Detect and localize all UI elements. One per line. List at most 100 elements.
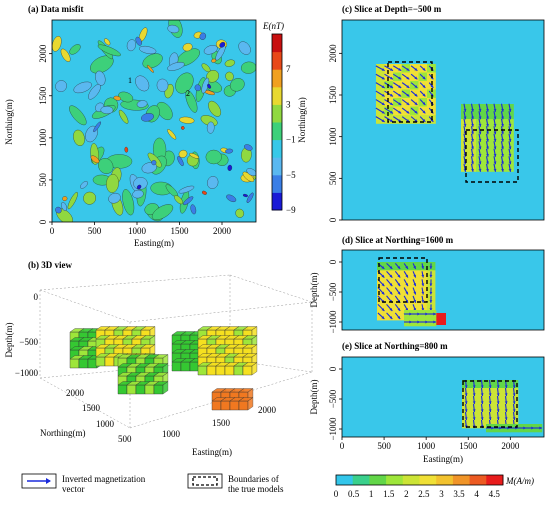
misfit-blob-low [199,32,207,40]
d-body-arrow-head [397,307,401,311]
c-body2-arrow-head [493,153,497,157]
c-body2-arrow-head [508,123,512,127]
e-body-arrow-head [488,417,492,420]
e-body-arrow-head [504,417,508,420]
misfit-blob-low [80,181,88,189]
bottom-colorbar-tick: 4 [474,489,479,499]
misfit-blob [97,44,121,57]
misfit-blob-low [135,75,150,92]
c-true-model-2 [465,129,519,183]
bottom-colorbar-label: M(A/m) [505,476,534,486]
bottom-colorbar-cell [386,475,404,485]
c-body1-arrow-head [389,68,393,71]
contour-label-1: 1 [128,76,132,85]
cube-right-green-front [180,361,191,372]
c-body2-arrow-head [478,153,482,157]
cube-right-yellow-front [233,365,244,376]
e-lower-arrow-head [523,426,526,430]
colorbar-a-cell [272,86,282,105]
d-lower-arrow-head [409,320,412,324]
misfit-blob [69,44,81,55]
e-body-arrow-head [472,393,476,396]
panel-a-ytick-label: 1000 [38,128,48,147]
misfit-blob [211,58,217,63]
c-body1-arrow-head [406,85,410,88]
d-lower-arrow-head [409,312,412,316]
misfit-blob-low [226,194,237,202]
misfit-blob [174,195,183,205]
legend-box-label-line1: Boundaries of [228,474,279,484]
c-body2-arrow-head [463,123,467,127]
panel-a-xtick-label: 2000 [213,226,232,236]
c-body2-arrow-head [463,116,467,120]
misfit-blob-low [133,177,148,190]
e-body-arrow-head [512,409,516,412]
misfit-blob-low [207,176,219,189]
panel-b-xtick-2000: 2000 [258,405,277,415]
misfit-blob [98,158,114,174]
misfit-blob-low [203,45,218,55]
panel-a-ticks: 00 500 500 1000 1000 1500 1500 2000 2000 [38,44,232,236]
misfit-blob-low [227,164,233,171]
cube-left-green-side [162,381,169,395]
misfit-blob-low [135,36,142,46]
cube-right-green-front [189,361,200,372]
panel-a-ylabel: Northing(m) [4,99,14,145]
c-body1-arrow-head [398,93,402,97]
bottom-colorbar-cell [402,475,420,485]
colorbar-a-cell [272,139,282,158]
colorbar-a-cell [272,104,282,123]
misfit-blob-low [108,192,121,204]
e-body-arrow-head [464,401,468,404]
misfit-blob-low [55,80,67,92]
c-body1-arrow-head [398,68,402,71]
misfit-blob-low [219,41,226,48]
d-lower-arrow-head [433,320,436,324]
c-body1-arrow-head [389,76,393,80]
c-body2-arrow-head [508,108,512,112]
c-body1-arrow-head [381,85,385,88]
c-body1-arrow-head [406,93,410,97]
panel-a-xtick-label: 500 [88,226,102,236]
e-body-arrow-head [512,393,516,396]
misfit-blob [182,43,193,52]
e-body-arrow-head [496,417,500,420]
c-body1-arrow-head [414,102,418,105]
misfit-blob-low [55,206,62,214]
cube-right-green-front [171,361,182,372]
c-body2-arrow-head [486,116,489,120]
d-body-arrow-head [381,274,385,278]
misfit-blob-low [183,196,194,206]
misfit-blob-low [73,81,92,94]
cube-right-yellow-front [197,365,208,376]
bottom-colorbar-cell [352,475,370,485]
c-body2-arrow-head [471,138,474,142]
cube-left-low-front [87,358,98,369]
e-body-arrow-head [512,385,516,388]
panel-a-ytick-label: 500 [38,173,48,187]
misfit-blob-low [151,160,157,166]
bottom-colorbar-tick: 0.5 [348,489,360,499]
d-body-arrow-head [429,274,433,278]
d-true-model [378,257,428,303]
misfit-blob [185,90,198,113]
cube-right-yellow-side [251,362,258,376]
misfit-blob [113,95,121,101]
misfit-blob-low [194,84,201,92]
c-body1-arrow-head [414,85,418,88]
cube-right-yellow-front [242,365,253,376]
e-body-arrow-head [504,385,508,388]
bottom-colorbar-tick: 2 [404,489,409,499]
misfit-blob [90,55,114,74]
c-body2-arrow-head [478,123,482,127]
c-body2-arrow-head [501,168,504,172]
cube-left-green-front [135,384,146,395]
e-lower-arrow-head [539,426,542,430]
e-body-arrow-head [504,409,508,412]
c-body2-arrow-head [471,108,474,112]
misfit-blob [151,204,174,220]
c-body2-arrow-head [486,168,489,172]
d-body-arrow-head [397,265,401,269]
panel-a-data-misfit: (a) Data misfit E(nT) 00 500 500 1000 1000 15… [4,4,296,248]
e-lower-arrow-head [531,426,534,430]
